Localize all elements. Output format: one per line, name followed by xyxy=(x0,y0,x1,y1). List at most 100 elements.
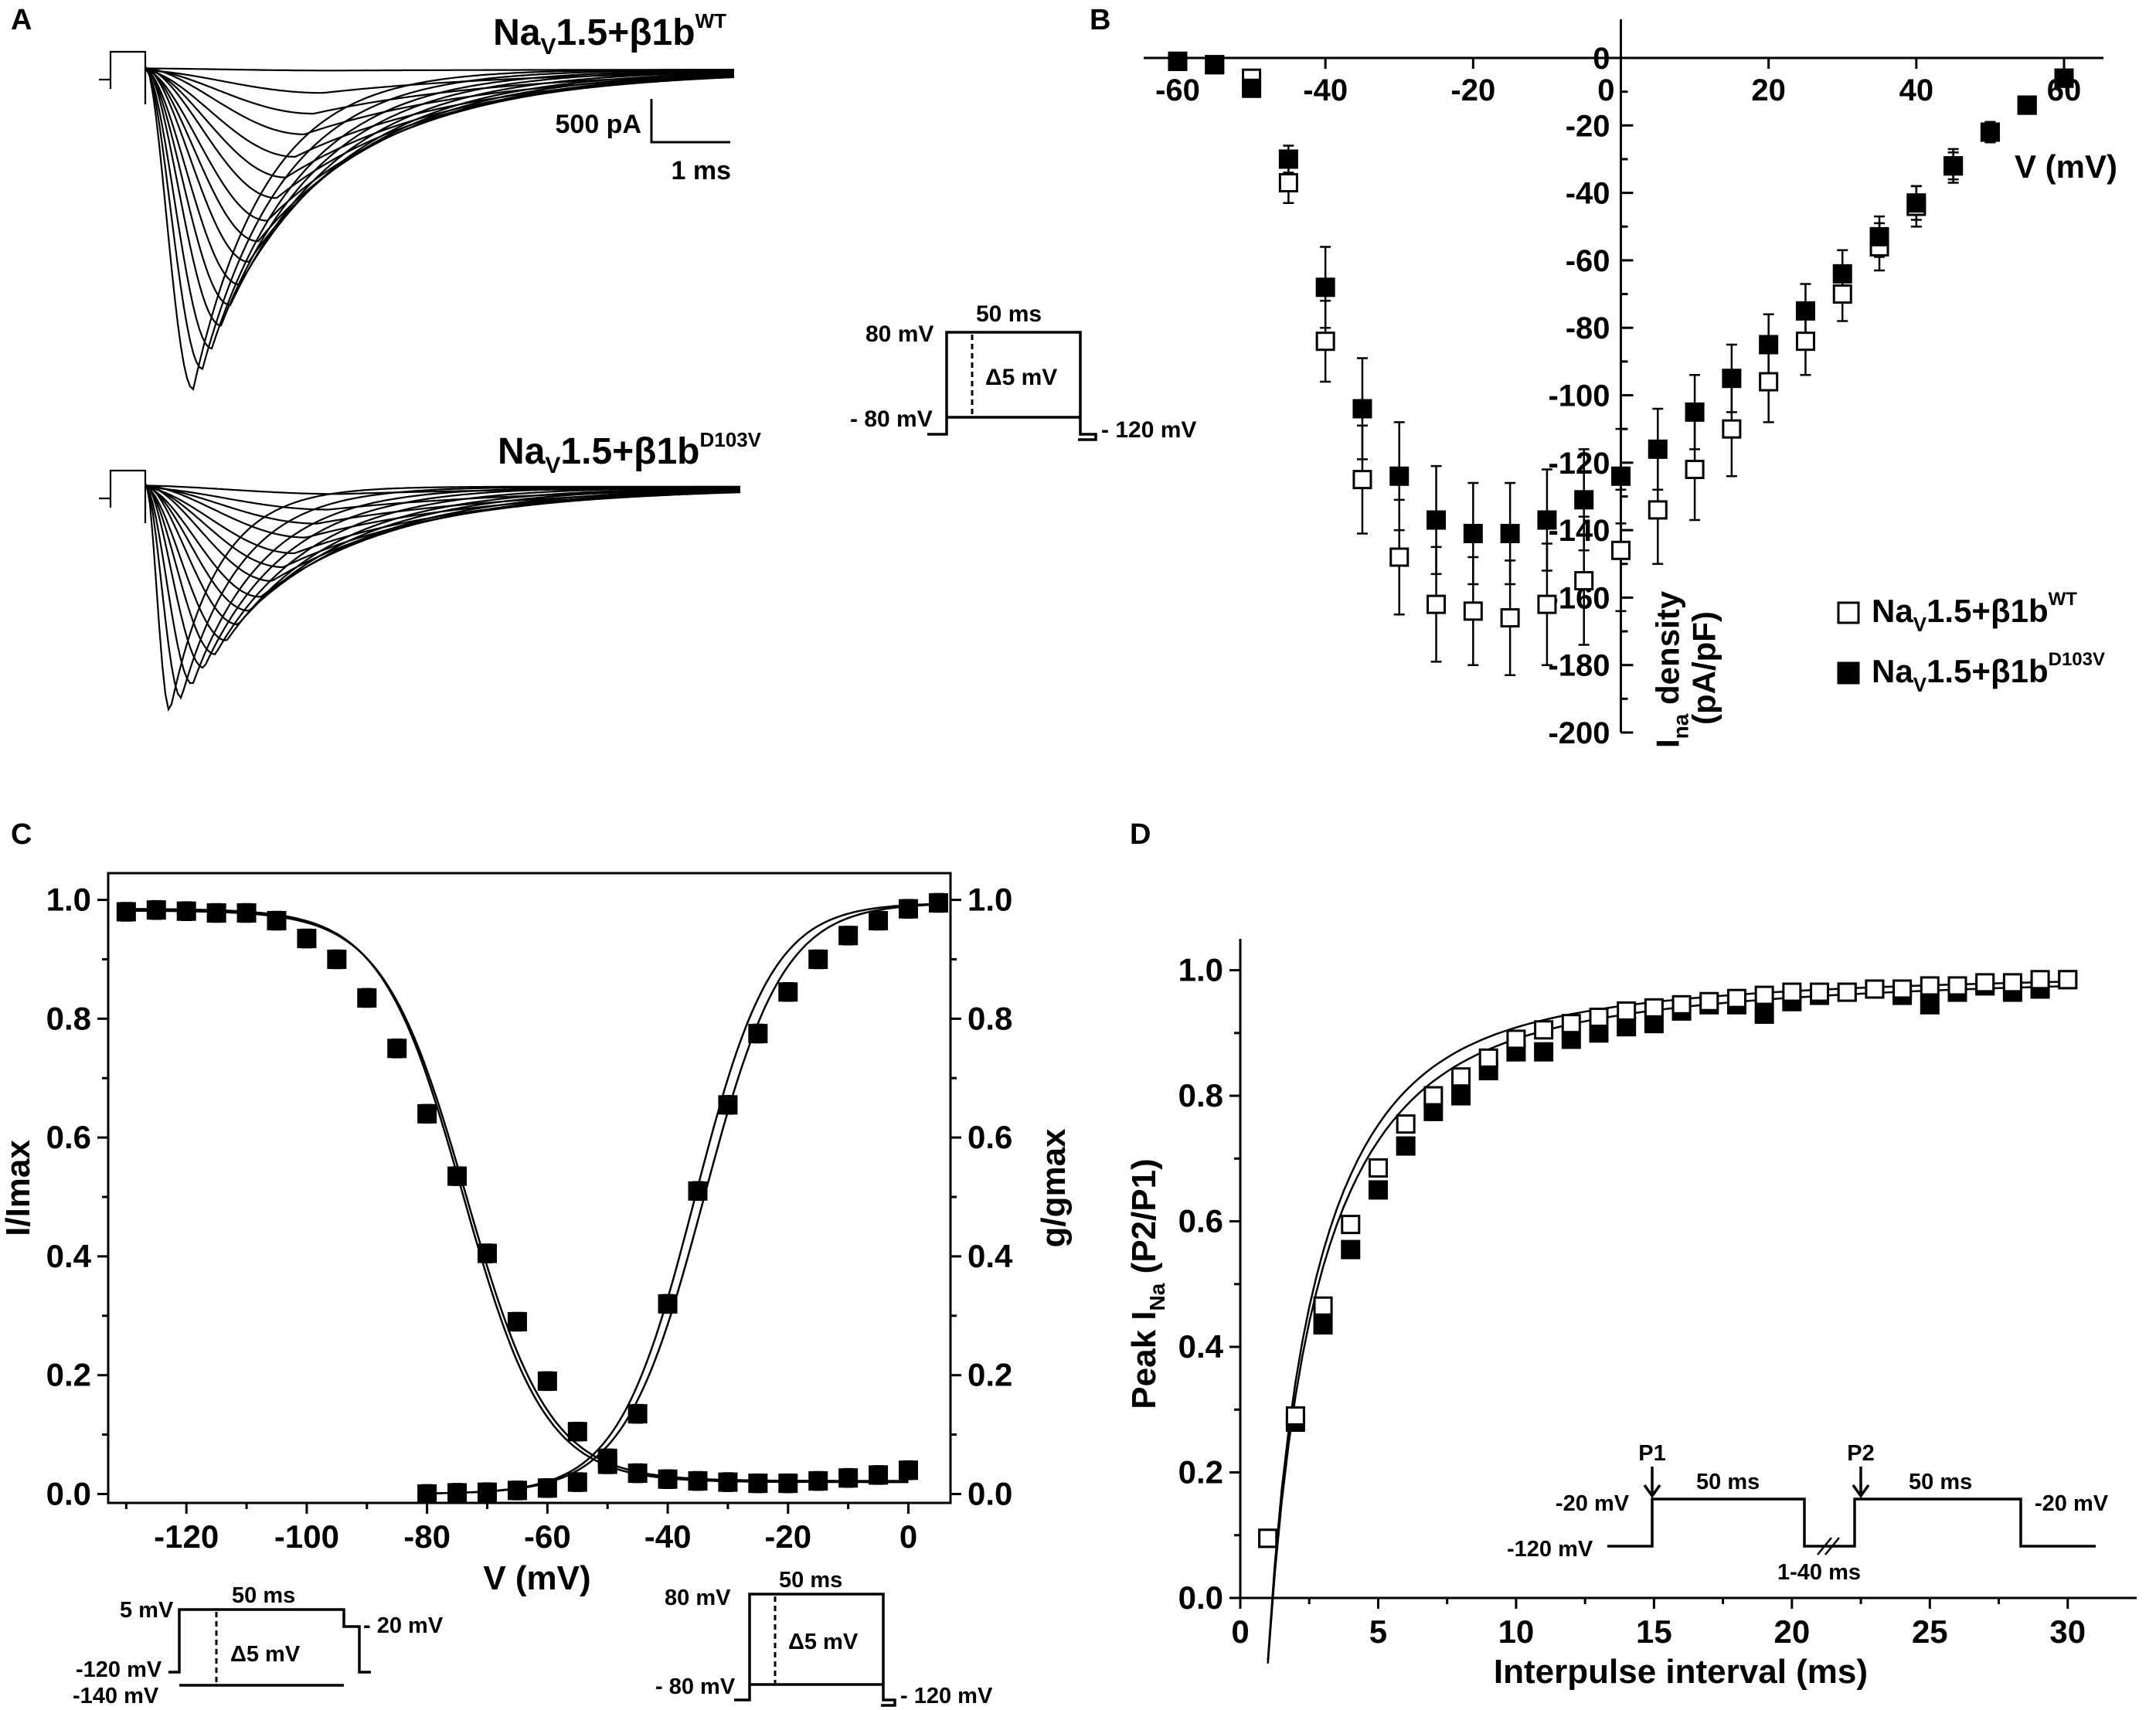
protocol-a-diagram xyxy=(927,331,1097,441)
b-point-open xyxy=(1722,419,1742,439)
protocol-a-duration: 50 ms xyxy=(976,301,1042,327)
d-x-tick-label: 0 xyxy=(1231,1613,1249,1650)
d-y-tick-label: 0.6 xyxy=(1178,1203,1223,1239)
c-point xyxy=(507,1311,527,1331)
chart-b: -60 -40 -20 20 40 6000-20-40-60-80-100-120-14… xyxy=(1144,19,2117,750)
b-point-filled xyxy=(1574,490,1594,510)
d-y-tick-label: 0.0 xyxy=(1178,1579,1223,1616)
trace-sweep xyxy=(146,68,735,115)
b-point-filled xyxy=(1611,466,1631,486)
c-y-tick-label: 0.0 xyxy=(46,1475,91,1511)
d-y-tick-label: 0.4 xyxy=(1178,1328,1224,1365)
d-point-filled xyxy=(1617,1017,1637,1037)
d-point-open xyxy=(1975,973,1995,993)
trace-sweep xyxy=(145,487,741,511)
protocol-d-p1: P1 xyxy=(1638,1441,1665,1466)
b-point-open xyxy=(1315,331,1335,352)
b-point-filled xyxy=(1352,399,1372,419)
protocol-d-v20b: -20 mV xyxy=(2035,1491,2109,1516)
c-point xyxy=(537,1478,557,1498)
trace-bottom-label: NaV1.5+β1bD103V xyxy=(498,428,762,478)
label-sup: WT xyxy=(2049,589,2078,610)
d-point-open xyxy=(1865,979,1885,999)
b-point-open xyxy=(1352,470,1372,490)
d-point-open xyxy=(1478,1048,1498,1068)
d-x-tick-label: 25 xyxy=(1912,1613,1948,1650)
label-rest: 1.5+β1b xyxy=(1926,653,2049,689)
label-base: Peak I xyxy=(1125,1311,1163,1409)
b-point-filled xyxy=(1980,122,2000,142)
b-x-tick-label: 40 xyxy=(1899,73,1934,107)
c-x-tick-label: -120 xyxy=(154,1518,219,1555)
c-point xyxy=(688,1471,708,1491)
b-point-filled xyxy=(1832,263,1852,284)
trace-sweep xyxy=(145,66,734,327)
c-point xyxy=(899,1460,918,1481)
c-point xyxy=(658,1294,678,1314)
label-base: I xyxy=(1650,739,1686,748)
b-point-filled xyxy=(1242,78,1262,98)
trace-top-label: NaV1.5+β1bWT xyxy=(493,9,726,59)
d-point-open xyxy=(1920,976,1940,996)
d-point-open xyxy=(1561,1014,1581,1034)
trace-sweep xyxy=(146,68,735,243)
c-point xyxy=(567,1472,587,1492)
b-legend-label: NaV1.5+β1bWT xyxy=(1872,589,2077,636)
d-point-open xyxy=(1285,1406,1305,1426)
b-point-open xyxy=(1832,284,1852,304)
protocol-c-right-duration: 50 ms xyxy=(779,1568,842,1593)
d-point-open xyxy=(1534,1020,1554,1040)
b-point-filled xyxy=(1205,55,1225,75)
protocol-c-left-hold1: -120 mV xyxy=(76,1657,162,1682)
protocol-c-left-hold2: -140 mV xyxy=(73,1684,159,1708)
protocol-c-left-step: Δ5 mV xyxy=(230,1642,301,1667)
b-legend-label: NaV1.5+β1bD103V xyxy=(1872,649,2105,696)
b-legend-marker xyxy=(1837,601,1860,624)
c-point xyxy=(297,929,317,949)
b-legend-marker xyxy=(1837,661,1860,685)
d-point-open xyxy=(1617,1001,1637,1021)
trace-sweep xyxy=(145,67,735,135)
c-point xyxy=(176,901,196,921)
c-x-tick-label: 0 xyxy=(899,1518,917,1555)
c-x-tick-label: -40 xyxy=(644,1518,692,1555)
d-point-filled xyxy=(1920,994,1940,1015)
b-point-filled xyxy=(1389,466,1410,486)
b-point-open xyxy=(1648,500,1668,520)
c-frame xyxy=(107,872,952,1504)
protocol-a-step: Δ5 mV xyxy=(985,365,1057,390)
b-point-filled xyxy=(1463,523,1483,543)
b-point-filled xyxy=(1869,226,1889,246)
d-point-open xyxy=(1837,982,1857,1002)
c-point xyxy=(808,949,828,969)
b-point-open xyxy=(1463,601,1483,621)
c-point xyxy=(387,1039,407,1059)
d-point-open xyxy=(2030,970,2050,990)
trace-artifact xyxy=(99,50,147,104)
d-y-tick-label: 0.8 xyxy=(1178,1077,1223,1113)
d-point-open xyxy=(2002,973,2022,993)
label-sup: D103V xyxy=(2049,649,2105,670)
b-point-filled xyxy=(1427,510,1447,530)
b-point-open xyxy=(1500,608,1520,628)
b-point-filled xyxy=(1168,51,1188,71)
d-point-filled xyxy=(1368,1180,1388,1200)
protocol-a-top: 80 mV xyxy=(865,321,933,347)
trace-sweep xyxy=(145,483,740,669)
c-point xyxy=(748,1024,768,1044)
b-point-open xyxy=(1278,173,1298,193)
protocol-c-right-hold: - 80 mV xyxy=(655,1674,736,1699)
c-point xyxy=(838,1468,859,1488)
d-point-open xyxy=(1810,982,1830,1002)
b-point-filled xyxy=(1943,156,1964,176)
protocol-c-left-diagram xyxy=(168,1608,371,1687)
b-point-filled xyxy=(1537,510,1557,530)
c-y-tick-label: 0.4 xyxy=(46,1238,92,1274)
c-point xyxy=(869,1465,889,1485)
protocol-a-hold: - 80 mV xyxy=(850,406,933,432)
c-x-label: V (mV) xyxy=(483,1559,590,1597)
c-point xyxy=(658,1469,678,1489)
b-point-filled xyxy=(1315,277,1335,297)
d-point-filled xyxy=(1589,1023,1609,1043)
c-point xyxy=(236,903,257,923)
